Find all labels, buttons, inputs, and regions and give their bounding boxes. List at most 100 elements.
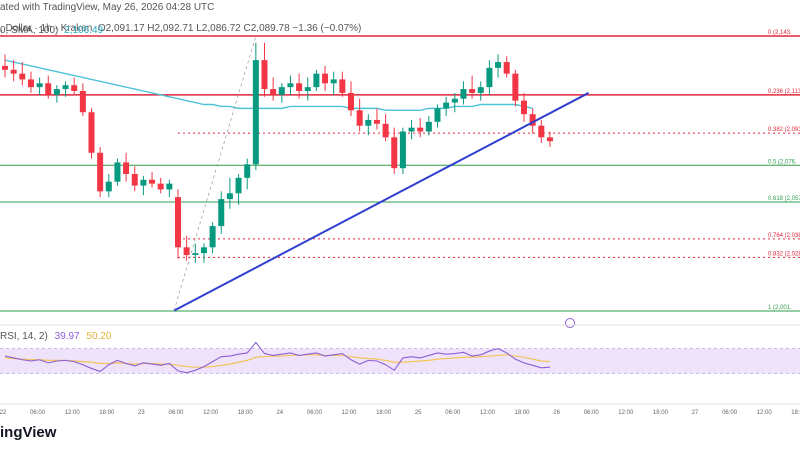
candle [36, 77, 43, 95]
time-label: 26 [553, 410, 560, 416]
candle [62, 81, 69, 97]
fib-label-4: 0.618 (2,057. [768, 196, 800, 202]
candle [252, 42, 259, 171]
candle [512, 69, 519, 107]
time-label: 22 [0, 410, 7, 416]
time-label: 18:00 [514, 410, 530, 416]
time-label: 12:00 [203, 410, 219, 416]
candle-body [192, 253, 199, 256]
candle-body [244, 164, 251, 178]
candle-body [252, 60, 259, 165]
candle [382, 114, 389, 142]
trendline-layer [173, 35, 590, 328]
candle [175, 189, 181, 259]
candle [2, 54, 8, 78]
candle-body [218, 199, 225, 227]
candle-body [443, 102, 450, 109]
candle [123, 152, 130, 182]
candle-body [157, 183, 164, 190]
candle-body [175, 197, 181, 248]
candle-body [79, 91, 86, 113]
candle [451, 92, 458, 113]
candle-body [200, 247, 207, 254]
candle-body [2, 65, 8, 70]
candle-body [278, 87, 285, 95]
candle [218, 191, 225, 234]
candle [45, 75, 52, 99]
candle-body [114, 162, 121, 182]
time-label: 06:00 [584, 410, 600, 416]
trendline [173, 92, 590, 312]
fib-label-1: 0.236 (2,113. [768, 89, 800, 95]
candle [192, 243, 199, 263]
candle-body [105, 181, 112, 192]
candle-body [322, 73, 329, 84]
candle [529, 108, 536, 134]
fib-label-7: 1 (2,001. [768, 305, 792, 311]
candle [19, 62, 26, 86]
candle-body [27, 79, 34, 88]
candle [477, 81, 484, 101]
candle-body [304, 87, 311, 91]
candle-body [451, 98, 458, 103]
candle-body [486, 67, 493, 88]
candle-body [296, 83, 303, 91]
candle [183, 235, 190, 261]
candle [434, 104, 441, 128]
candle [105, 173, 112, 198]
candle-body [399, 131, 406, 169]
candle [339, 71, 346, 97]
candle-body [97, 152, 104, 192]
candle [469, 75, 476, 99]
candle [365, 114, 372, 136]
candle [356, 98, 363, 132]
candle-body [469, 89, 476, 93]
candles [2, 42, 553, 263]
time-label: 25 [415, 410, 422, 416]
time-axis: 22 06:00 12:00 18:00 23 06:00 12:00 18:00 24 06:0… [0, 324, 800, 416]
candle-body [521, 100, 527, 115]
time-label: 12:00 [618, 410, 634, 416]
tradingview-logo: ingView [0, 424, 57, 441]
candle [149, 172, 156, 188]
fib-levels: 0 (2,143. 0.236 (2,113. 0.382 (2,093. 0.5 (… [0, 30, 800, 312]
fib-label-5: 0.764 (2,038. [768, 233, 800, 239]
candle-body [348, 92, 354, 111]
candle [209, 222, 216, 254]
candle-body [10, 69, 17, 74]
candle [200, 243, 207, 263]
candle-body [382, 123, 389, 138]
fib-anchor-line [173, 35, 257, 311]
rsi-label: RSI, 14, 2) 39.97 50.20 [0, 331, 111, 342]
candle [166, 179, 173, 198]
candle [391, 127, 398, 174]
candle-body [503, 62, 510, 74]
fib-label-0: 0 (2,143. [768, 30, 792, 36]
candle-body [166, 183, 173, 190]
candle-body [261, 60, 268, 90]
candle [399, 127, 406, 174]
rsi-label-text: RSI, 14, 2) [0, 331, 48, 342]
sma-value: 2,106.49 [64, 25, 104, 36]
candle-body [365, 119, 372, 126]
alert-marker-icon [565, 318, 575, 328]
candle [348, 81, 354, 117]
chart-header: ated with TradingView, May 26, 2026 04:2… [0, 2, 214, 13]
candle-body [183, 247, 190, 256]
candle [97, 146, 104, 198]
candle [244, 158, 251, 190]
sma-text: 0, SMA, 100) [0, 25, 59, 36]
candle [486, 60, 493, 95]
candle-body [529, 114, 536, 126]
candle [313, 69, 320, 91]
time-label: 06:00 [30, 410, 46, 416]
candle [503, 56, 510, 78]
candle [10, 60, 17, 82]
candle-body [149, 179, 156, 184]
ohlc-text: O2,091.17 H2,092.71 L2,086.72 C2,089.78 … [97, 23, 362, 34]
candle [373, 108, 380, 130]
candle-body [339, 79, 346, 93]
candle-body [477, 87, 484, 93]
indicator-header: , Dollar · 1h · Kraken O2,091.17 H2,092.… [0, 23, 361, 34]
